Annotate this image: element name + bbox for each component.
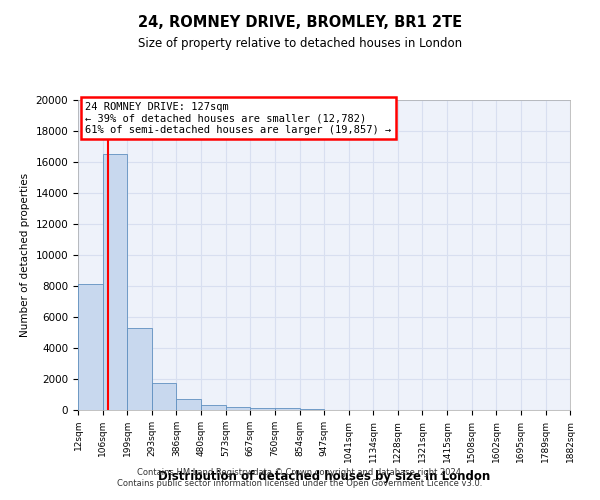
Text: Contains HM Land Registry data © Crown copyright and database right 2024.
Contai: Contains HM Land Registry data © Crown c… bbox=[118, 468, 482, 487]
Text: 24 ROMNEY DRIVE: 127sqm
← 39% of detached houses are smaller (12,782)
61% of sem: 24 ROMNEY DRIVE: 127sqm ← 39% of detache… bbox=[85, 102, 392, 134]
Text: 24, ROMNEY DRIVE, BROMLEY, BR1 2TE: 24, ROMNEY DRIVE, BROMLEY, BR1 2TE bbox=[138, 15, 462, 30]
Bar bbox=[176, 399, 201, 410]
Y-axis label: Number of detached properties: Number of detached properties bbox=[20, 173, 30, 337]
Bar bbox=[103, 154, 127, 410]
Text: Size of property relative to detached houses in London: Size of property relative to detached ho… bbox=[138, 38, 462, 51]
X-axis label: Distribution of detached houses by size in London: Distribution of detached houses by size … bbox=[158, 470, 490, 483]
Bar bbox=[152, 383, 176, 410]
Bar bbox=[275, 408, 299, 410]
Bar bbox=[201, 406, 226, 410]
Bar bbox=[127, 328, 152, 410]
Bar bbox=[226, 407, 250, 410]
Bar bbox=[78, 284, 103, 410]
Bar bbox=[250, 408, 275, 410]
